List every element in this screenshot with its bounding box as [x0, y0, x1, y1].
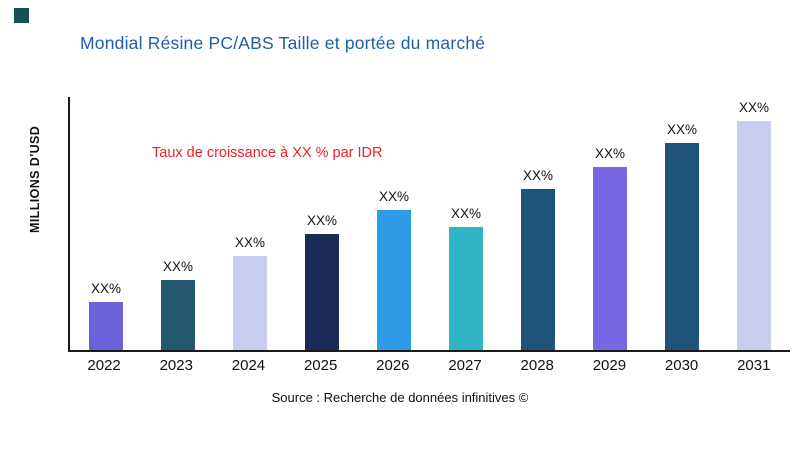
bar-2030	[665, 142, 699, 350]
x-tick-2025: 2025	[303, 357, 338, 374]
bar-group-2031: XX%	[718, 97, 790, 350]
bar-value-label: XX%	[234, 235, 265, 251]
bar-2031	[737, 121, 771, 350]
x-tick-2031: 2031	[737, 357, 771, 374]
bar-value-label: XX%	[450, 206, 481, 222]
bar-group-2030: XX%	[646, 97, 718, 350]
plot-area: Taux de croissance à XX % par IDR XX% XX%…	[68, 97, 790, 352]
bar-group-2027: XX%	[430, 97, 502, 350]
bar-value-label: XX%	[378, 189, 409, 205]
x-tick-2023: 2023	[159, 357, 193, 374]
bar-value-label: XX%	[522, 167, 553, 183]
bar-2022	[89, 301, 123, 350]
bar-value-label: XX%	[90, 280, 121, 296]
bar-value-label: XX%	[666, 121, 697, 137]
logo-mark	[14, 8, 29, 23]
bar-value-label: XX%	[594, 145, 625, 161]
page-title: Mondial Résine PC/ABS Taille et portée d…	[80, 33, 486, 53]
x-tick-2027: 2027	[448, 357, 482, 374]
bar-group-2025: XX%	[286, 97, 358, 350]
growth-annotation: Taux de croissance à XX % par IDR	[152, 145, 383, 161]
bar-group-2026: XX%	[358, 97, 430, 350]
bar-2025	[305, 234, 339, 350]
bar-2026	[377, 210, 411, 350]
y-axis-label: MILLIONS D'USD	[28, 125, 42, 233]
bar-group-2028: XX%	[502, 97, 574, 350]
bar-2023	[161, 280, 195, 350]
bar-2024	[233, 256, 267, 350]
bar-2029	[593, 166, 627, 350]
bar-group-2029: XX%	[574, 97, 646, 350]
bar-group-2023: XX%	[142, 97, 214, 350]
x-axis-labels: 2022 2023 2024 2025 2026 2027 2028 2029 2030 2031	[68, 357, 790, 374]
bar-group-2022: XX%	[70, 97, 142, 350]
bars-container: XX% XX% XX% XX% XX% XX% XX% XX% XX% XX%	[70, 97, 790, 350]
bar-2027	[449, 227, 483, 350]
x-tick-2029: 2029	[592, 357, 627, 374]
x-tick-2030: 2030	[664, 357, 699, 374]
bar-value-label: XX%	[306, 213, 337, 229]
bar-2028	[521, 188, 555, 350]
bar-value-label: XX%	[162, 259, 193, 275]
bar-group-2024: XX%	[214, 97, 286, 350]
x-tick-2022: 2022	[87, 357, 121, 374]
source-caption: Source : Recherche de données infinitive…	[271, 390, 529, 405]
x-tick-2028: 2028	[520, 357, 554, 374]
bar-value-label: XX%	[738, 100, 769, 116]
x-tick-2026: 2026	[376, 357, 410, 374]
x-tick-2024: 2024	[231, 357, 266, 374]
